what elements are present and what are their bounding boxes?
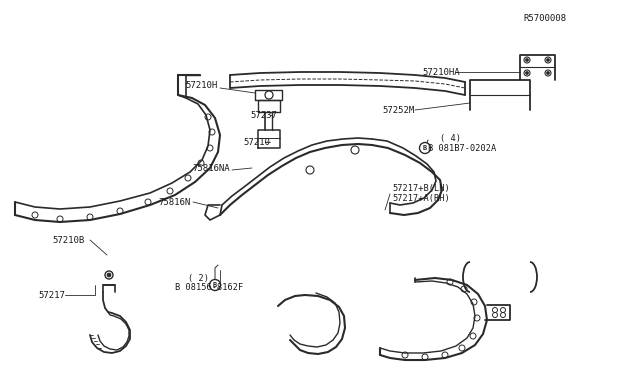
Text: 57210H: 57210H	[185, 80, 217, 90]
Circle shape	[525, 58, 529, 61]
Circle shape	[209, 279, 221, 291]
Text: ( 4): ( 4)	[440, 134, 461, 142]
Circle shape	[525, 71, 529, 74]
Text: 75816NA: 75816NA	[192, 164, 230, 173]
Text: 75816N: 75816N	[158, 198, 190, 206]
Circle shape	[107, 273, 111, 277]
Text: 57217: 57217	[38, 291, 65, 299]
Circle shape	[547, 71, 550, 74]
Text: 57217+B(LH): 57217+B(LH)	[392, 183, 450, 192]
Text: 57217+A(RH): 57217+A(RH)	[392, 193, 450, 202]
Text: 57210: 57210	[243, 138, 270, 147]
Text: B: B	[213, 282, 217, 288]
Text: 57237: 57237	[250, 110, 277, 119]
Text: B: B	[423, 145, 427, 151]
Text: 57252M: 57252M	[382, 106, 414, 115]
Circle shape	[545, 57, 551, 63]
Text: 57210HA: 57210HA	[422, 67, 460, 77]
Circle shape	[265, 91, 273, 99]
Circle shape	[524, 57, 530, 63]
Text: B 08156-8162F: B 08156-8162F	[175, 283, 243, 292]
Circle shape	[105, 271, 113, 279]
Text: 57210B: 57210B	[52, 235, 84, 244]
Circle shape	[545, 70, 551, 76]
Circle shape	[419, 142, 431, 154]
Text: B 081B7-0202A: B 081B7-0202A	[428, 144, 496, 153]
Text: ( 2): ( 2)	[188, 273, 209, 282]
Circle shape	[524, 70, 530, 76]
Text: R5700008: R5700008	[523, 13, 566, 22]
Circle shape	[547, 58, 550, 61]
